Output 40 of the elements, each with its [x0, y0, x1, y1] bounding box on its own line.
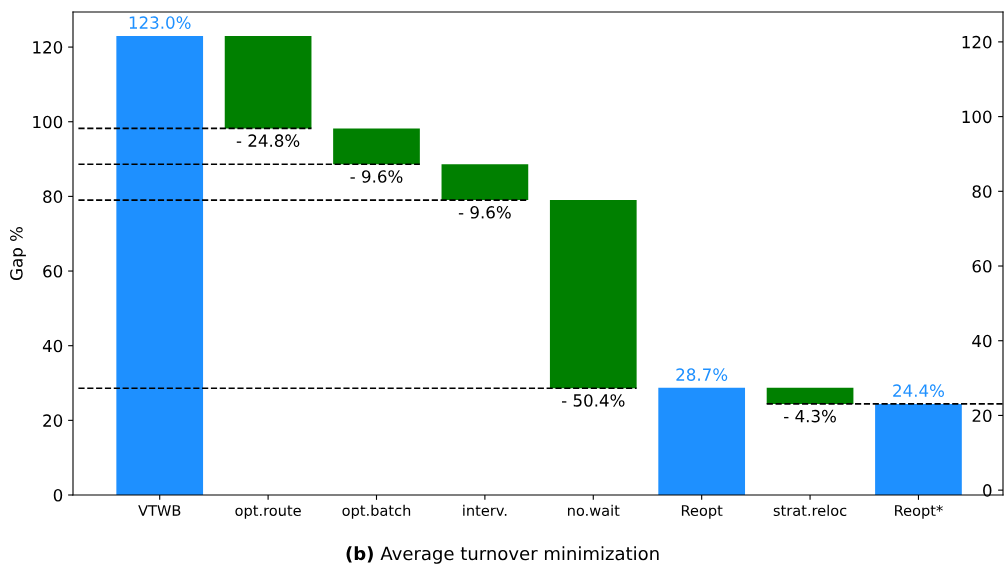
- data-label: - 50.4%: [561, 394, 625, 407]
- y-tick-label: 0: [53, 488, 63, 502]
- data-label: - 9.6%: [458, 206, 511, 219]
- y2-tick-label: 20: [972, 409, 992, 422]
- bar: [333, 128, 420, 165]
- data-label: 28.7%: [676, 368, 728, 381]
- x-tick-label: opt.batch: [342, 504, 411, 519]
- data-label: - 24.8%: [236, 134, 300, 147]
- bar: [766, 387, 854, 404]
- y2-tick-label: 100: [962, 110, 992, 124]
- y2-tick-label: 60: [972, 259, 992, 273]
- y-tick-label: 80: [43, 190, 63, 203]
- y2-tick-label: 80: [972, 185, 992, 198]
- y-axis-title: Gap %: [10, 227, 26, 280]
- x-tick-label: Reopt*: [895, 504, 943, 519]
- bar: [658, 387, 746, 495]
- y-tick-label: 20: [43, 414, 63, 427]
- x-tick-label: Reopt: [681, 505, 723, 519]
- text: (b) Average turnover minimization: [346, 546, 659, 564]
- bar: [224, 35, 312, 129]
- x-tick-label: interv.: [463, 504, 507, 517]
- data-label: - 9.6%: [350, 170, 403, 183]
- x-tick-label: strat.reloc: [773, 504, 847, 517]
- bar: [116, 35, 204, 495]
- y-tick-label: 60: [43, 265, 63, 278]
- y2-tick-label: 40: [972, 334, 992, 348]
- bar: [441, 164, 529, 201]
- bar: [875, 403, 962, 495]
- y2-tick-label: 120: [962, 35, 992, 49]
- x-tick-label: no.wait: [568, 504, 620, 517]
- x-tick-label: VTWB: [138, 505, 181, 516]
- y-tick-label: 40: [42, 339, 63, 353]
- x-tick-label: opt.route: [235, 505, 301, 519]
- y2-tick-label: 0: [983, 484, 992, 497]
- data-label: 24.4%: [893, 384, 945, 397]
- y-tick-label: 120: [33, 41, 63, 54]
- y-tick-label: 100: [33, 115, 63, 129]
- data-label: 123.0%: [129, 16, 191, 29]
- bar: [549, 200, 637, 389]
- data-label: - 4.3%: [784, 409, 836, 423]
